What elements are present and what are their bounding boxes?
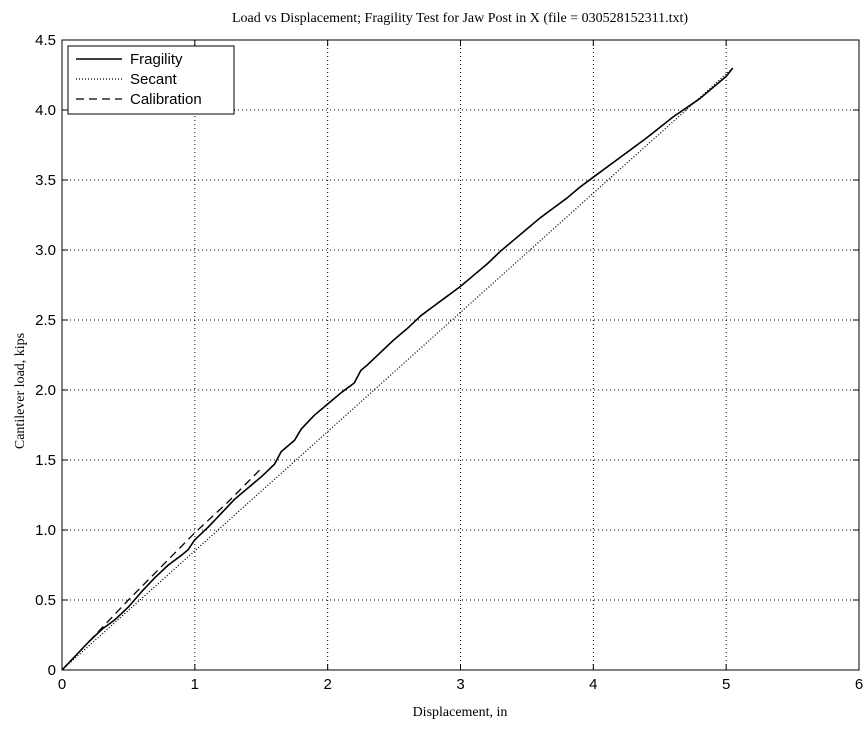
y-tick-label: 1.0 (35, 522, 56, 539)
x-tick-label: 3 (456, 676, 464, 693)
legend-label-secant: Secant (130, 71, 178, 88)
y-tick-label: 2.5 (35, 312, 56, 329)
x-tick-label: 1 (191, 676, 199, 693)
y-tick-label: 2.0 (35, 382, 56, 399)
series-line-calibration (61, 467, 262, 671)
y-tick-label: 0 (48, 662, 56, 679)
series-line-fragility (61, 67, 734, 671)
chart-title: Load vs Displacement; Fragility Test for… (232, 11, 688, 26)
x-tick-label: 2 (323, 676, 331, 693)
y-tick-label: 3.0 (35, 242, 56, 259)
x-tick-label: 4 (589, 676, 597, 693)
x-axis-label: Displacement, in (413, 705, 508, 720)
y-tick-label: 1.5 (35, 452, 56, 469)
y-axis-label: Cantilever load, kips (13, 333, 28, 449)
y-tick-label: 3.5 (35, 172, 56, 189)
x-tick-label: 0 (58, 676, 66, 693)
legend-box (67, 45, 235, 115)
legend-label-fragility: Fragility (130, 51, 183, 68)
y-tick-label: 0.5 (35, 592, 56, 609)
y-tick-label: 4.5 (35, 32, 56, 49)
legend-label-calibration: Calibration (130, 91, 202, 108)
y-tick-label: 4.0 (35, 102, 56, 119)
plot-background (62, 40, 859, 670)
plot-area: 0 1 2 3 4 5 6 0 0.5 1.0 1.5 2.0 2.5 3.0 3.5 4.0 4.5 Fragi… (35, 32, 863, 693)
x-tick-label: 5 (722, 676, 730, 693)
x-tick-label: 6 (855, 676, 863, 693)
series-line-secant (61, 67, 734, 671)
